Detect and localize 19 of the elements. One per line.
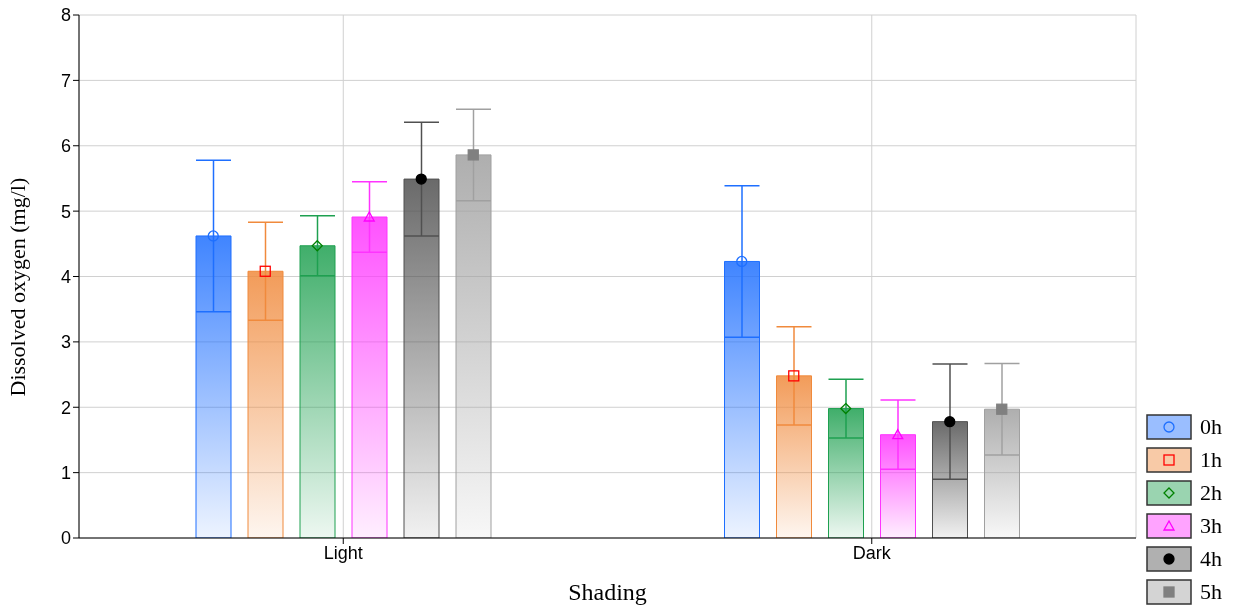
legend-label: 5h xyxy=(1200,578,1222,605)
y-tick-label: 3 xyxy=(60,332,71,353)
legend-label: 2h xyxy=(1200,479,1222,506)
x-tick-label: Dark xyxy=(852,542,892,563)
legend-label: 3h xyxy=(1200,512,1222,539)
y-tick-label: 0 xyxy=(60,528,71,549)
y-tick-label: 6 xyxy=(60,136,71,157)
y-tick-label: 4 xyxy=(60,266,71,287)
y-tick-label: 5 xyxy=(60,201,71,222)
y-axis-title: Dissolved oxygen (mg/l) xyxy=(4,177,30,397)
legend-label: 0h xyxy=(1200,413,1222,440)
y-tick-label: 1 xyxy=(60,463,71,484)
x-tick-label: Light xyxy=(323,542,363,563)
y-tick-label: 7 xyxy=(60,70,71,91)
legend-label: 1h xyxy=(1200,446,1222,473)
y-tick-label: 8 xyxy=(60,5,71,26)
x-axis-title: Shading xyxy=(568,579,647,605)
legend-label: 4h xyxy=(1200,545,1222,572)
y-tick-label: 2 xyxy=(60,397,71,418)
